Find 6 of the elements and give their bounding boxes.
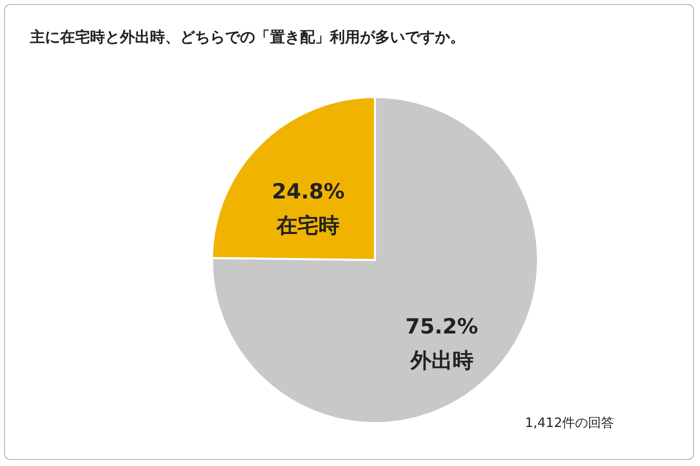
slice-label: 外出時: [409, 348, 474, 373]
data-label: 75.2%: [405, 314, 478, 339]
slice-label: 在宅時: [276, 213, 340, 238]
chart-title: 主に在宅時と外出時、どちらでの「置き配」利用が多いですか。: [30, 27, 466, 48]
data-label: 24.8%: [272, 179, 345, 204]
text: 1,412件の回答: [525, 415, 614, 432]
